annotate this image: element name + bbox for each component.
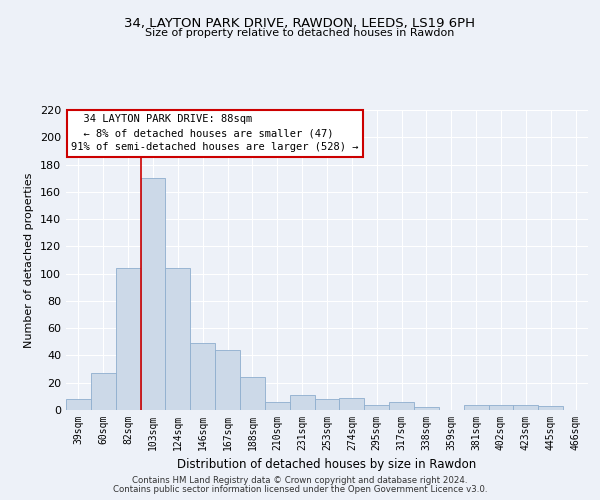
Bar (66, 399, 91, 410)
Bar (290, 395, 314, 410)
Bar (314, 399, 340, 410)
X-axis label: Distribution of detached houses by size in Rawdon: Distribution of detached houses by size … (178, 458, 476, 471)
Y-axis label: Number of detached properties: Number of detached properties (25, 172, 34, 348)
Bar (514, 404, 538, 410)
Bar (488, 404, 514, 410)
Bar (140, 178, 166, 410)
Bar (538, 406, 563, 410)
Text: Contains public sector information licensed under the Open Government Licence v3: Contains public sector information licen… (113, 485, 487, 494)
Text: 34, LAYTON PARK DRIVE, RAWDON, LEEDS, LS19 6PH: 34, LAYTON PARK DRIVE, RAWDON, LEEDS, LS… (125, 18, 476, 30)
Bar (116, 268, 140, 410)
Bar (389, 402, 414, 410)
Bar (414, 408, 439, 410)
Bar (464, 404, 488, 410)
Bar (240, 378, 265, 410)
Bar (91, 373, 116, 410)
Text: Size of property relative to detached houses in Rawdon: Size of property relative to detached ho… (145, 28, 455, 38)
Bar (215, 350, 240, 410)
Bar (166, 268, 190, 410)
Text: Contains HM Land Registry data © Crown copyright and database right 2024.: Contains HM Land Registry data © Crown c… (132, 476, 468, 485)
Bar (340, 398, 364, 410)
Bar (364, 404, 389, 410)
Bar (190, 343, 215, 410)
Text: 34 LAYTON PARK DRIVE: 88sqm
  ← 8% of detached houses are smaller (47)
91% of se: 34 LAYTON PARK DRIVE: 88sqm ← 8% of deta… (71, 114, 359, 152)
Bar (265, 402, 290, 410)
